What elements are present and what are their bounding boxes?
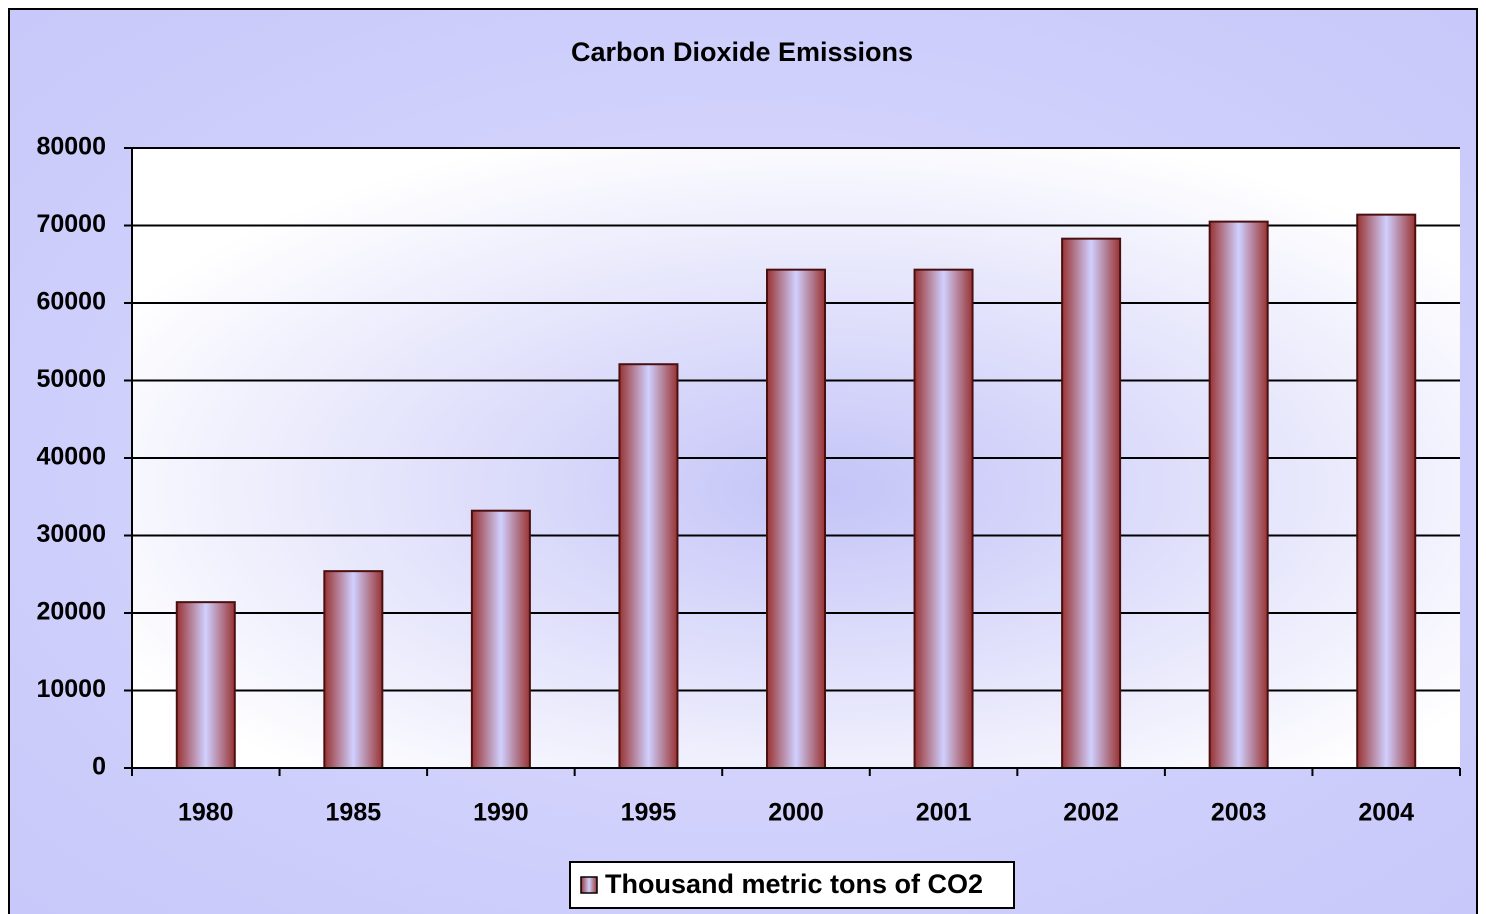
chart-title: Carbon Dioxide Emissions: [571, 37, 913, 67]
y-tick-label: 50000: [36, 365, 106, 393]
y-tick-label: 80000: [36, 133, 106, 161]
x-tick-label: 2002: [1063, 799, 1119, 827]
y-tick-label: 60000: [36, 288, 106, 316]
bar: [913, 268, 974, 769]
x-tick-label: 1980: [178, 799, 234, 827]
bar: [1208, 220, 1269, 769]
y-tick-label: 10000: [36, 675, 106, 703]
y-tick-label: 70000: [36, 210, 106, 238]
bar: [766, 268, 826, 769]
y-tick-label: 20000: [36, 598, 106, 626]
bar: [1061, 237, 1122, 770]
legend-box: [569, 861, 1015, 909]
bar: [618, 363, 679, 769]
bar: [470, 509, 531, 769]
legend-swatch: [580, 876, 598, 894]
y-tick-label: 40000: [36, 443, 106, 471]
legend-label: Thousand metric tons of CO2: [605, 869, 983, 899]
y-tick-label: 30000: [36, 520, 106, 548]
x-tick-label: 2000: [768, 799, 824, 827]
x-tick-label: 1985: [326, 799, 382, 827]
bar: [323, 570, 384, 770]
bar: [1356, 213, 1417, 769]
x-tick-label: 2001: [916, 799, 972, 827]
x-tick-label: 2003: [1211, 799, 1267, 827]
x-tick-label: 1990: [473, 799, 529, 827]
x-tick-label: 1995: [621, 799, 677, 827]
bar: [175, 601, 236, 770]
x-tick-label: 2004: [1358, 799, 1414, 827]
y-tick-label: 0: [92, 753, 106, 781]
